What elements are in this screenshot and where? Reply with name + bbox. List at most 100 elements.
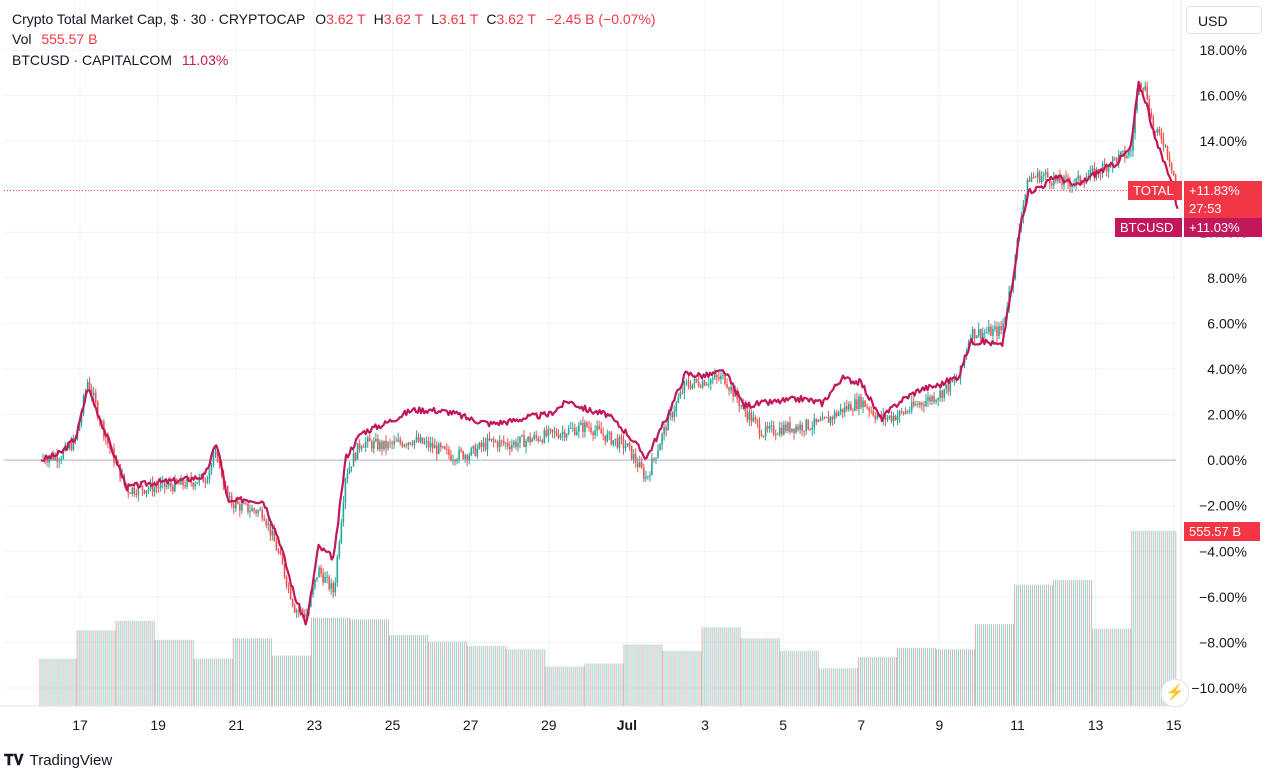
candle-218 — [482, 437, 485, 452]
volume-block-8 — [350, 619, 390, 706]
candle-425 — [902, 411, 905, 416]
candle-144 — [332, 580, 335, 598]
candle-383 — [817, 418, 820, 423]
candle-421 — [894, 414, 897, 422]
candle-298 — [645, 470, 647, 482]
candle-75 — [192, 481, 194, 490]
candle-306 — [661, 432, 663, 450]
candle-343 — [736, 387, 738, 403]
tradingview-brand[interactable]: 𝐓𝐕 TradingView — [4, 752, 112, 769]
y-tick-label: −2.00% — [1199, 498, 1247, 514]
candle-212 — [470, 446, 473, 457]
candle-492 — [1038, 169, 1041, 184]
total-value-tag: +11.83% — [1184, 181, 1262, 200]
volume-block-21 — [857, 657, 897, 706]
candle-50 — [141, 485, 144, 497]
candle-272 — [592, 430, 594, 441]
candle-385 — [821, 411, 824, 421]
candle-200 — [446, 443, 448, 455]
candle-149 — [342, 495, 345, 527]
candle-154 — [352, 448, 355, 467]
volume-value-tag: 555.57 B — [1184, 522, 1260, 541]
candle-389 — [829, 415, 832, 427]
candle-374 — [799, 420, 801, 435]
candle-201 — [448, 445, 450, 460]
candle-180 — [405, 442, 408, 449]
candle-294 — [636, 457, 639, 473]
candle-97 — [237, 498, 239, 505]
candle-493 — [1040, 170, 1043, 185]
volume-block-15 — [623, 644, 663, 706]
candle-248 — [543, 427, 546, 444]
candle-295 — [638, 455, 641, 468]
candle-51 — [143, 489, 146, 495]
symbol-title[interactable]: Crypto Total Market Cap, $ · 30 · CRYPTO… — [12, 11, 306, 27]
y-axis[interactable]: 18.00%16.00%14.00%12.00%10.00%8.00%6.00%… — [1180, 0, 1247, 706]
y-tick-label: 18.00% — [1200, 42, 1247, 58]
candle-252 — [551, 429, 554, 439]
candle-279 — [606, 429, 609, 443]
candle-156 — [356, 443, 359, 460]
candle-209 — [464, 453, 466, 463]
candle-357 — [764, 421, 767, 441]
candle-235 — [517, 436, 519, 452]
candle-422 — [896, 410, 899, 426]
candle-369 — [789, 416, 791, 435]
candle-269 — [586, 421, 588, 429]
candle-367 — [785, 420, 787, 434]
candle-314 — [677, 392, 680, 404]
candle-552 — [1160, 127, 1163, 144]
volume-label[interactable]: Vol — [12, 31, 32, 47]
candle-58 — [157, 484, 160, 493]
candle-237 — [521, 434, 523, 438]
candle-545 — [1146, 81, 1149, 101]
candle-289 — [626, 443, 629, 447]
candle-410 — [872, 408, 874, 417]
candle-349 — [748, 408, 751, 426]
ohlc-value-o: 3.62 T — [326, 11, 366, 27]
candle-503 — [1061, 180, 1063, 190]
candle-283 — [614, 438, 617, 447]
x-axis[interactable]: 17 19 21 23 25 27 29 Jul 3 5 7 9 11 13 15 — [0, 705, 1182, 733]
candle-165 — [375, 432, 377, 443]
candle-262 — [571, 422, 574, 433]
x-tick-label: 9 — [935, 717, 943, 733]
candle-359 — [768, 422, 771, 433]
candle-337 — [724, 374, 726, 386]
lightning-icon[interactable]: ⚡ — [1161, 679, 1189, 707]
volume-block-28 — [1131, 531, 1177, 706]
candle-264 — [576, 426, 578, 436]
compare-symbol[interactable]: BTCUSD · CAPITALCOM — [12, 52, 172, 68]
btcusd-value-tag: +11.03% — [1184, 218, 1262, 237]
candle-161 — [366, 435, 369, 449]
candle-372 — [795, 424, 797, 435]
candle-182 — [409, 442, 412, 446]
candle-470 — [994, 320, 996, 332]
candle-103 — [249, 504, 251, 518]
candle-137 — [318, 565, 320, 578]
candle-266 — [580, 419, 582, 426]
candle-302 — [653, 457, 655, 463]
candle-296 — [640, 457, 643, 470]
candle-110 — [263, 514, 266, 522]
candle-152 — [348, 461, 351, 474]
candle-404 — [860, 393, 862, 410]
candle-257 — [561, 425, 564, 441]
candle-419 — [890, 411, 893, 424]
ohlc-value-h: 3.62 T — [383, 11, 424, 27]
x-tick-label: 15 — [1166, 717, 1182, 733]
candle-84 — [210, 463, 213, 476]
candle-61 — [163, 479, 166, 494]
candle-494 — [1042, 171, 1045, 182]
candle-440 — [933, 391, 935, 405]
candle-164 — [373, 437, 375, 454]
currency-button[interactable]: USD — [1186, 6, 1262, 34]
candle-169 — [383, 440, 385, 452]
candle-64 — [170, 476, 172, 492]
candle-27 — [94, 388, 97, 407]
candle-52 — [145, 490, 148, 498]
candle-138 — [320, 564, 322, 578]
candle-362 — [774, 429, 777, 441]
candle-318 — [685, 378, 688, 386]
